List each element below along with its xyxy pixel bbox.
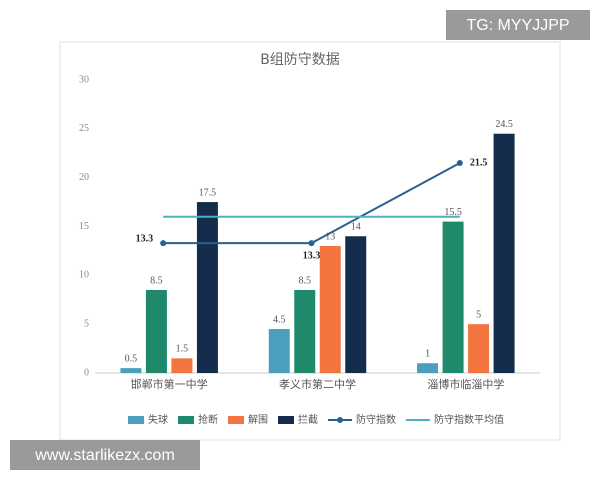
legend-swatch [337, 417, 343, 423]
value-label: 8.5 [299, 275, 312, 286]
legend-label: 抢断 [198, 413, 218, 426]
legend-label: 防守指数 [356, 413, 396, 426]
line-marker [160, 240, 167, 247]
value-label: 15.5 [444, 207, 462, 218]
bar [493, 133, 515, 373]
overlay-box [446, 10, 590, 40]
bar [345, 236, 367, 373]
bar [294, 289, 316, 373]
line-label: 13.3 [136, 233, 154, 244]
bar [171, 358, 193, 373]
value-label: 14 [351, 222, 361, 233]
overlay-text: www.starlikezx.com [34, 447, 175, 464]
bar [417, 363, 439, 373]
value-label: 8.5 [150, 275, 163, 286]
bar [442, 221, 464, 373]
legend-label: 拦截 [298, 413, 318, 426]
y-tick-label: 5 [84, 318, 89, 329]
bar [268, 329, 290, 373]
value-label: 5 [476, 309, 481, 320]
y-tick-label: 25 [79, 123, 89, 134]
overlay-box [10, 440, 200, 470]
chart-title: B组防守数据 [260, 52, 340, 68]
y-tick-label: 15 [79, 221, 89, 232]
bar [145, 289, 167, 373]
legend-label: 解围 [248, 413, 268, 426]
legend-swatch [178, 416, 194, 424]
legend-swatch [128, 416, 144, 424]
y-tick-label: 20 [79, 172, 89, 183]
line-label: 13.3 [303, 250, 321, 261]
line-marker [456, 160, 463, 167]
y-tick-label: 0 [84, 367, 89, 378]
bar [120, 368, 142, 373]
value-label: 1 [425, 349, 430, 360]
legend-swatch [278, 416, 294, 424]
bar [196, 202, 218, 373]
value-label: 4.5 [273, 314, 286, 325]
value-label: 13 [325, 231, 335, 242]
value-label: 24.5 [495, 119, 513, 130]
x-tick-label: 淄博市临淄中学 [427, 377, 504, 391]
value-label: 1.5 [176, 344, 189, 355]
x-tick-label: 邯郸市第一中学 [131, 377, 208, 391]
value-label: 17.5 [199, 187, 217, 198]
line-label: 21.5 [470, 157, 488, 168]
x-tick-label: 孝义市第二中学 [279, 377, 356, 391]
y-tick-label: 30 [79, 74, 89, 85]
bar [319, 246, 341, 373]
bar [468, 324, 490, 373]
overlay-text: TG: MYYJJPP [466, 17, 569, 34]
legend-swatch [228, 416, 244, 424]
y-tick-label: 10 [79, 270, 89, 281]
value-label: 0.5 [125, 353, 138, 364]
legend-label: 防守指数平均值 [434, 413, 504, 426]
legend-label: 失球 [148, 413, 168, 426]
line-marker [308, 240, 315, 247]
